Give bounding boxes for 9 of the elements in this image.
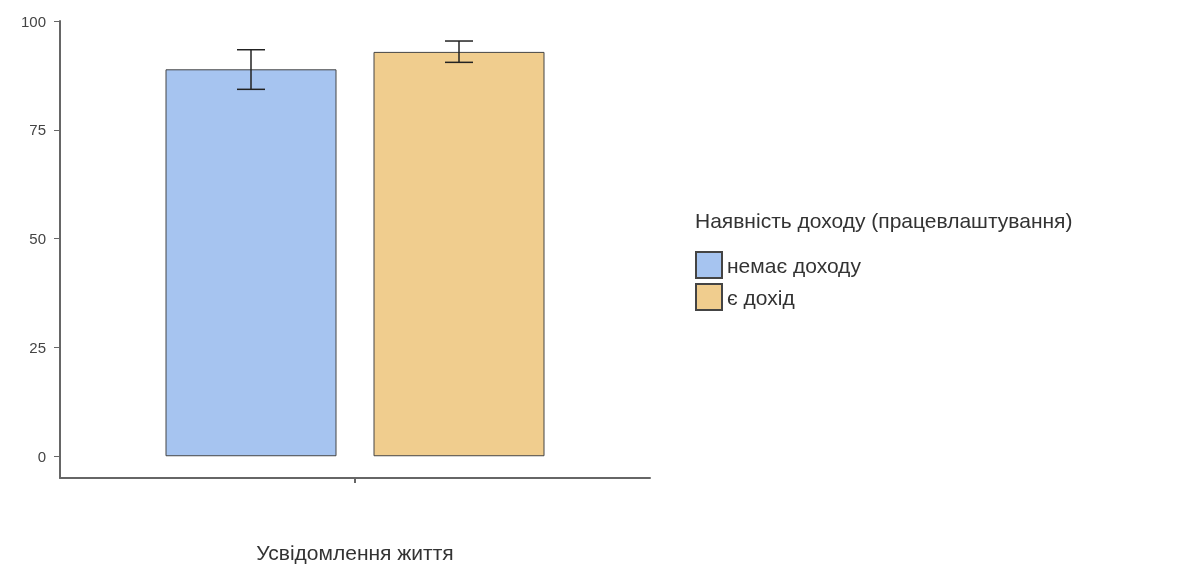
y-tick-label: 25	[29, 338, 46, 356]
y-tick-label: 100	[20, 12, 46, 30]
y-tick-label: 75	[29, 121, 46, 139]
legend-title: Наявність доходу (працевлаштування)	[695, 209, 1073, 232]
x-axis-title: Усвідомлення життя	[256, 541, 454, 564]
y-tick-label: 0	[37, 447, 46, 465]
legend-label: є дохід	[727, 285, 795, 309]
y-tick-label: 50	[29, 230, 46, 248]
legend-label: немає доходу	[727, 253, 862, 277]
